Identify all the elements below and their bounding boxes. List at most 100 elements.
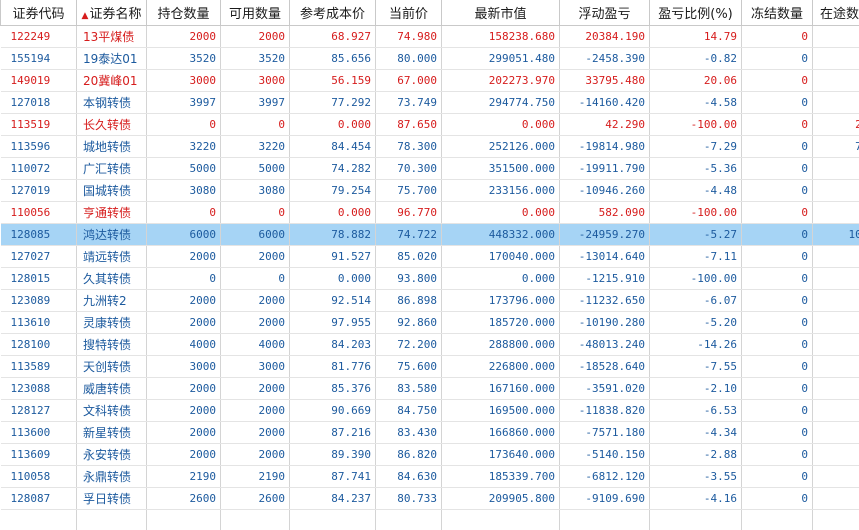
security-code-cell: 123089 (1, 290, 77, 312)
pnl-ratio-cell: -5.20 (650, 312, 742, 334)
holding-qty-cell: 2000 (147, 26, 221, 48)
pnl-ratio-cell: -4.16 (650, 488, 742, 510)
security-name-cell: 新星转债 (77, 422, 147, 444)
frozen-qty-cell: 0 (742, 466, 813, 488)
available-qty-cell: 0 (221, 268, 290, 290)
holding-qty-cell: 0 (147, 114, 221, 136)
column-header-available[interactable]: 可用数量 (221, 0, 290, 26)
floating-pnl-cell: -10946.260 (560, 180, 650, 202)
cost-price-cell: 68.927 (290, 26, 376, 48)
holding-qty-cell: 2000 (147, 290, 221, 312)
frozen-qty-cell: 0 (742, 48, 813, 70)
column-header-in-transit[interactable]: 在途数量 (813, 0, 859, 26)
pnl-ratio-cell: -2.10 (650, 378, 742, 400)
holding-qty-cell: 0 (147, 268, 221, 290)
cost-price-cell: 87.741 (290, 466, 376, 488)
market-value-cell: 173796.000 (442, 290, 560, 312)
security-code-cell: 110056 (1, 202, 77, 224)
frozen-qty-cell: 0 (742, 312, 813, 334)
floating-pnl-cell: -1215.910 (560, 268, 650, 290)
current-price-cell: 84.750 (376, 400, 442, 422)
in-transit-qty-cell: 0 (813, 488, 859, 510)
in-transit-qty-cell: 0 (813, 92, 859, 114)
sort-ascending-icon: ▲ (82, 11, 89, 21)
current-price-cell: 73.749 (376, 92, 442, 114)
column-header-current-price[interactable]: 当前价 (376, 0, 442, 26)
security-code-cell: 113589 (1, 356, 77, 378)
frozen-qty-cell: 0 (742, 114, 813, 136)
in-transit-qty-cell: 0 (813, 70, 859, 92)
frozen-qty-cell: 0 (742, 70, 813, 92)
current-price-cell: 93.800 (376, 268, 442, 290)
column-header-floating-pnl[interactable]: 浮动盈亏 (560, 0, 650, 26)
column-header-name[interactable]: ▲证券名称 (77, 0, 147, 26)
security-code-cell: 127019 (1, 180, 77, 202)
cost-price-cell: 0.000 (290, 202, 376, 224)
security-code-cell: 128087 (1, 488, 77, 510)
in-transit-qty-cell: 0 (813, 290, 859, 312)
security-code-cell: 123088 (1, 378, 77, 400)
security-name-cell: 天创转债 (77, 356, 147, 378)
security-code-cell: 113600 (1, 422, 77, 444)
available-qty-cell: 2000 (221, 378, 290, 400)
table-header-row: 证券代码 ▲证券名称 持仓数量 可用数量 参考成本价 当前价 最新市值 浮动盈亏… (1, 0, 859, 26)
current-price-cell: 92.860 (376, 312, 442, 334)
column-header-cost-price[interactable]: 参考成本价 (290, 0, 376, 26)
market-value-cell: 158238.680 (442, 26, 560, 48)
available-qty-cell: 5000 (221, 158, 290, 180)
market-value-cell: 0.000 (442, 268, 560, 290)
column-header-pnl-ratio[interactable]: 盈亏比例(%) (650, 0, 742, 26)
available-qty-cell: 2190 (221, 466, 290, 488)
holding-qty-cell: 2000 (147, 378, 221, 400)
pnl-ratio-cell: -5.36 (650, 158, 742, 180)
security-code-cell: 127018 (1, 92, 77, 114)
cost-price-cell: 84.203 (290, 334, 376, 356)
available-qty-cell: 3220 (221, 136, 290, 158)
holding-qty-cell: 2000 (147, 312, 221, 334)
column-header-market-value[interactable]: 最新市值 (442, 0, 560, 26)
security-name-cell: 鸿达转债 (77, 224, 147, 246)
market-value-cell: 185339.700 (442, 466, 560, 488)
pnl-ratio-cell: -7.55 (650, 356, 742, 378)
pnl-ratio-cell: 20.06 (650, 70, 742, 92)
in-transit-qty-cell: 1000 (813, 224, 859, 246)
in-transit-qty-cell: 0 (813, 422, 859, 444)
empty-cell (376, 510, 442, 530)
cost-price-cell: 77.292 (290, 92, 376, 114)
security-name-cell: 长久转债 (77, 114, 147, 136)
security-name-cell: 永安转债 (77, 444, 147, 466)
empty-cell (442, 510, 560, 530)
column-header-frozen[interactable]: 冻结数量 (742, 0, 813, 26)
pnl-ratio-cell: -3.55 (650, 466, 742, 488)
pnl-ratio-cell: -5.27 (650, 224, 742, 246)
market-value-cell: 173640.000 (442, 444, 560, 466)
security-name-cell: 靖远转债 (77, 246, 147, 268)
security-code-cell: 113609 (1, 444, 77, 466)
available-qty-cell: 2000 (221, 26, 290, 48)
column-header-code[interactable]: 证券代码 (1, 0, 77, 26)
column-header-holding[interactable]: 持仓数量 (147, 0, 221, 26)
floating-pnl-cell: -5140.150 (560, 444, 650, 466)
